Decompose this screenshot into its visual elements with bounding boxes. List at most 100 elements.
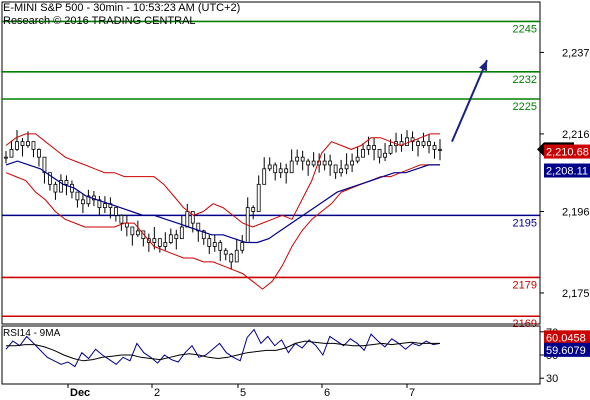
candle-body <box>59 180 63 193</box>
moving-average-line <box>5 160 440 244</box>
rsi-value-tag <box>544 342 590 357</box>
candle-body <box>75 191 80 201</box>
rsi-value-label: 60.0458 <box>546 332 586 344</box>
candle-body <box>124 222 129 228</box>
price-y-tick-label: 2,216 <box>562 129 590 141</box>
price-panel: 2,237 2,216 2,196 2,175 2245 2232 2225 2195 2179… <box>1 1 590 330</box>
candle-body <box>86 195 91 205</box>
candle-body <box>168 234 173 243</box>
price-y-tick-label: 2,196 <box>562 206 590 218</box>
candle-body <box>135 230 140 236</box>
rsi-value-label: 59.6079 <box>546 345 586 357</box>
forecast-arrow-head <box>479 60 487 72</box>
price-y-tick-label: 2,175 <box>562 288 590 300</box>
candle-body <box>333 164 338 174</box>
candle-body <box>53 183 58 193</box>
candle-body <box>212 242 217 247</box>
rsi-y-tick-label: 30 <box>546 373 558 385</box>
candle-body <box>190 211 195 224</box>
candle-body <box>344 164 349 170</box>
x-tick-label: 6 <box>324 387 330 399</box>
candle-body <box>388 145 393 154</box>
chart-title: E-MINI S&P 500 - 30min - 10:53:23 AM (UT… <box>3 2 241 14</box>
candle-body <box>97 199 102 209</box>
candle-body <box>229 253 234 263</box>
candle-body <box>339 168 344 174</box>
candle-body <box>234 249 239 263</box>
candle-body <box>130 226 135 236</box>
chart-subtitle: Research © 2016 TRADING CENTRAL <box>3 15 196 27</box>
candle-body <box>350 160 355 166</box>
candle-body <box>267 164 272 170</box>
candle-body <box>427 141 431 146</box>
candle-body <box>26 141 30 146</box>
candle-body <box>432 145 437 150</box>
candle-body <box>207 238 212 247</box>
candle-body <box>377 149 382 158</box>
candle-body <box>102 203 107 209</box>
level-label: 2195 <box>513 217 537 229</box>
candle-body <box>273 164 278 174</box>
candle-body <box>196 222 201 232</box>
candle-body <box>278 168 283 174</box>
candle-body <box>355 156 360 162</box>
candle-body <box>372 145 376 150</box>
candle-body <box>113 207 118 216</box>
candle-body <box>15 141 19 150</box>
candle-body <box>416 141 420 146</box>
candle-body <box>152 238 157 243</box>
candle-body <box>240 242 245 251</box>
candle-body <box>37 149 41 158</box>
candle-body <box>300 156 305 162</box>
bollinger-lower-line <box>5 164 440 290</box>
candle-body <box>42 156 47 174</box>
candle-body <box>218 242 223 251</box>
indicator-value-tag <box>544 144 590 159</box>
candle-body <box>48 172 52 185</box>
candle-body <box>64 180 69 185</box>
indicator-value-label: 2,208.11 <box>546 166 588 178</box>
x-tick-label: 5 <box>240 387 246 399</box>
rsi-value-tag <box>544 330 590 345</box>
candle-body <box>141 230 146 240</box>
x-tick-label: 2 <box>154 387 160 399</box>
candle-body <box>366 145 371 150</box>
candle-body <box>289 160 294 174</box>
candle-body <box>306 160 311 166</box>
rsi-frame-border <box>1 325 541 385</box>
candle-body <box>81 199 85 205</box>
candle-body <box>295 156 300 162</box>
level-label: 2179 <box>513 279 537 291</box>
forecast-arrow-line <box>451 59 488 143</box>
candle-body <box>284 168 289 174</box>
level-label: 2225 <box>513 101 537 113</box>
level-label: 2169 <box>513 318 537 330</box>
level-label: 2232 <box>513 74 537 86</box>
price-frame-border <box>1 1 541 325</box>
candle-body <box>361 149 365 158</box>
indicator-value-label: 2,210.68 <box>546 147 589 159</box>
candle-body <box>223 249 228 255</box>
candle-body <box>383 152 387 158</box>
candle-body <box>256 183 261 212</box>
price-y-tick-label: 2,237 <box>562 47 590 59</box>
x-tick-label: Dec <box>70 387 90 399</box>
candle-body <box>421 141 426 146</box>
candle-body <box>4 156 8 159</box>
candle-body <box>322 160 327 166</box>
rsi-line <box>5 328 441 368</box>
candle-body <box>163 242 168 247</box>
rsi-panel-title: RSI14 - 9MA <box>3 328 61 339</box>
rsi-ma-line <box>6 340 440 362</box>
indicator-value-tag <box>544 163 590 178</box>
candle-body <box>328 160 333 166</box>
candle-body <box>119 214 124 224</box>
candle-body <box>31 141 36 150</box>
candle-body <box>405 137 409 146</box>
candle-body <box>179 226 184 240</box>
candle-body <box>311 160 316 166</box>
x-tick-label: 7 <box>409 387 415 399</box>
candle-body <box>410 137 415 143</box>
